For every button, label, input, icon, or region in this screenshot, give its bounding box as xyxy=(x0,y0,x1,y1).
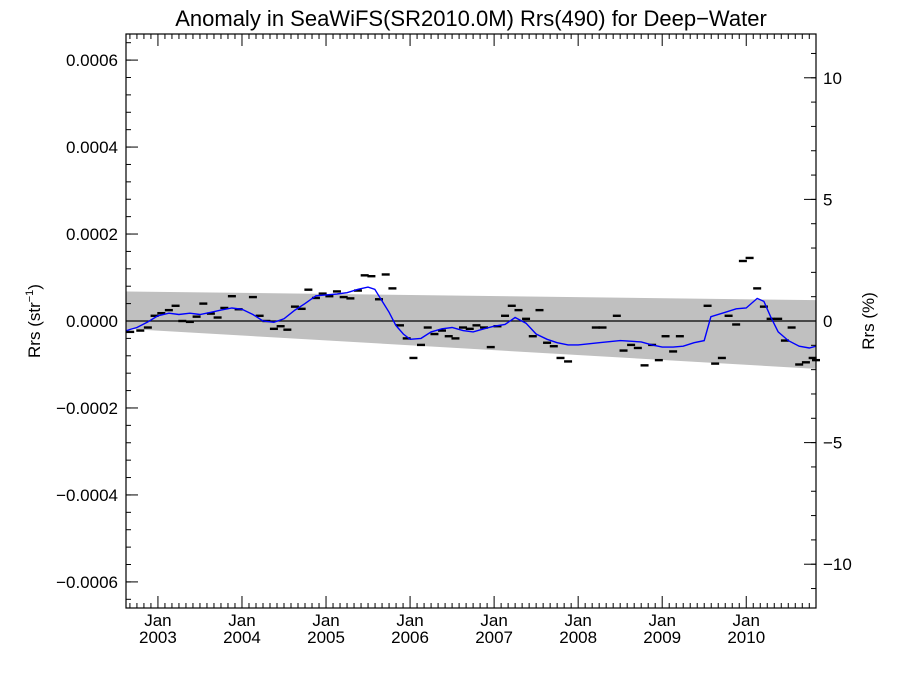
x-tick-label-year: 2005 xyxy=(307,628,345,647)
x-tick-label-year: 2004 xyxy=(223,628,261,647)
x-tick-label-year: 2010 xyxy=(727,628,765,647)
y-left-tick-label: −0.0004 xyxy=(56,486,118,505)
x-tick-label-year: 2003 xyxy=(139,628,177,647)
x-tick-label-month: Jan xyxy=(733,611,760,630)
y-left-tick-label: 0.0002 xyxy=(66,225,118,244)
x-axis: Jan2003Jan2004Jan2005Jan2006Jan2007Jan20… xyxy=(129,34,810,647)
y-left-label-sup: −1 xyxy=(24,290,36,303)
y-right-tick-label: −5 xyxy=(823,434,842,453)
y-axis-left-label: Rrs (str−1) xyxy=(24,284,44,358)
x-tick-label-year: 2007 xyxy=(475,628,513,647)
y-left-tick-label: 0.0006 xyxy=(66,51,118,70)
x-tick-label-year: 2008 xyxy=(559,628,597,647)
y-axis-right: 10 5 0 −5 −10 xyxy=(804,52,852,590)
y-right-tick-label: −10 xyxy=(823,555,852,574)
plot-area xyxy=(125,33,820,609)
y-left-tick-label: −0.0006 xyxy=(56,573,118,592)
y-right-tick-label: 5 xyxy=(823,190,832,209)
x-tick-label-month: Jan xyxy=(228,611,255,630)
y-left-label-close: ) xyxy=(25,284,44,290)
y-axis-left: 0.0006 0.0004 0.0002 0.0000 −0.0002 −0.0004 −0… xyxy=(56,42,138,600)
x-tick-label-month: Jan xyxy=(648,611,675,630)
y-left-label-main: Rrs (str xyxy=(25,302,44,358)
x-tick-label-year: 2006 xyxy=(391,628,429,647)
x-tick-label-month: Jan xyxy=(480,611,507,630)
y-left-tick-label: 0.0004 xyxy=(66,138,118,157)
y-axis-right-label: Rrs (%) xyxy=(859,292,878,350)
chart-title: Anomaly in SeaWiFS(SR2010.0M) Rrs(490) f… xyxy=(175,6,767,31)
y-right-tick-label: 0 xyxy=(823,312,832,331)
y-left-tick-label: 0.0000 xyxy=(66,312,118,331)
x-tick-label-month: Jan xyxy=(564,611,591,630)
x-tick-label-month: Jan xyxy=(144,611,171,630)
x-tick-label-year: 2009 xyxy=(643,628,681,647)
x-tick-label-month: Jan xyxy=(396,611,423,630)
y-right-tick-label: 10 xyxy=(823,69,842,88)
anomaly-points xyxy=(126,256,820,367)
y-left-tick-label: −0.0002 xyxy=(56,399,118,418)
uncertainty-band xyxy=(126,291,816,369)
x-tick-label-month: Jan xyxy=(312,611,339,630)
smoothed-anomaly-line xyxy=(125,286,817,349)
